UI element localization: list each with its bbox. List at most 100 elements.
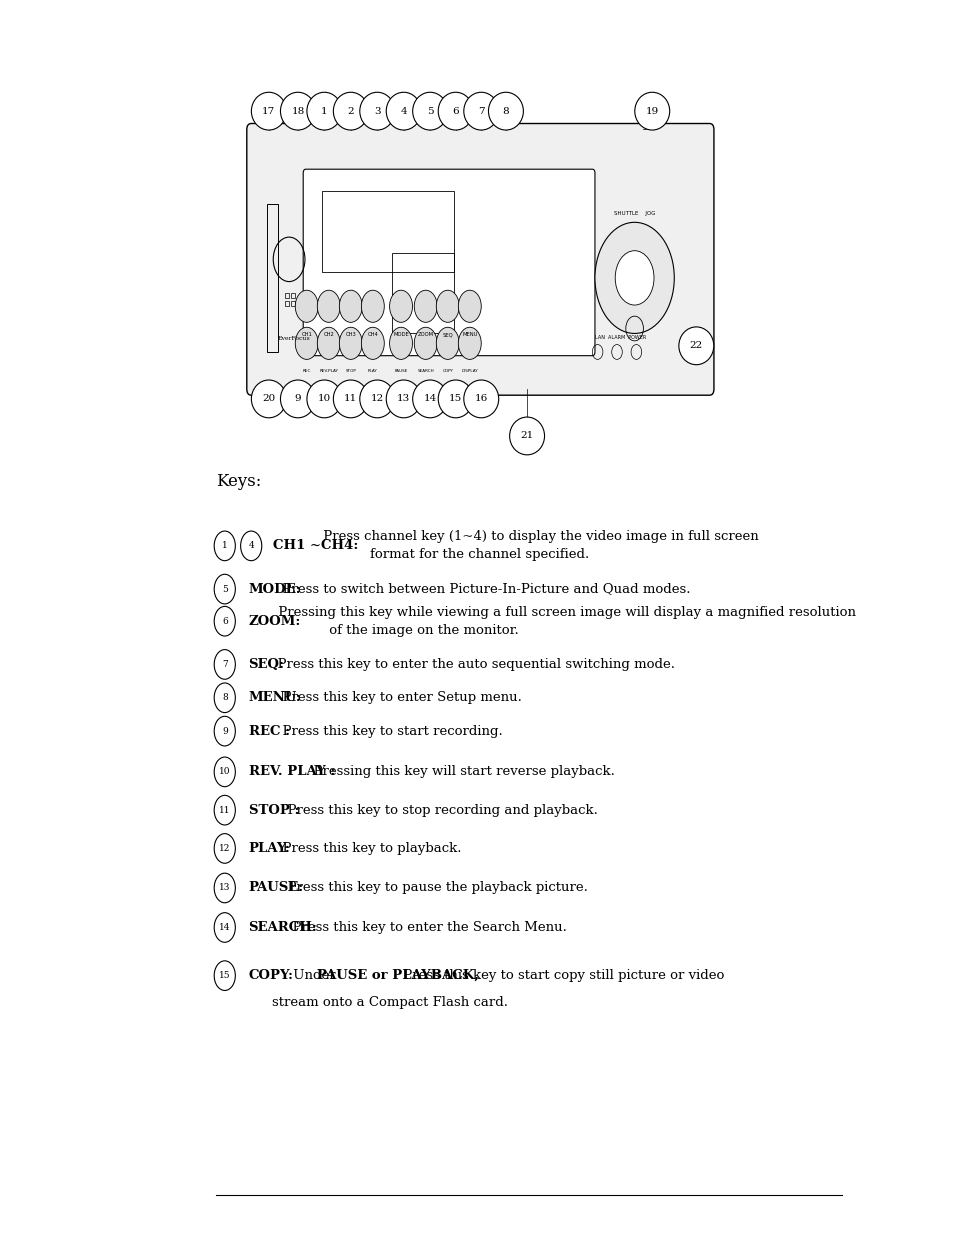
Ellipse shape	[359, 380, 395, 417]
Text: Press this key to pause the playback picture.: Press this key to pause the playback pic…	[279, 882, 587, 894]
Text: 10: 10	[317, 394, 331, 404]
Text: SEARCH: SEARCH	[417, 369, 434, 373]
Circle shape	[317, 290, 340, 322]
Text: Press this key to enter the Search Menu.: Press this key to enter the Search Menu.	[284, 921, 567, 934]
Text: 12: 12	[219, 844, 231, 853]
Bar	[284, 301, 289, 306]
Ellipse shape	[333, 380, 368, 417]
Text: Press this key to playback.: Press this key to playback.	[274, 842, 461, 855]
Text: 14: 14	[219, 923, 231, 932]
Circle shape	[615, 251, 654, 305]
Ellipse shape	[251, 380, 286, 417]
Bar	[392, 253, 454, 333]
Circle shape	[295, 290, 318, 322]
Circle shape	[317, 327, 340, 359]
Bar	[291, 293, 295, 298]
Circle shape	[361, 327, 384, 359]
Text: 4: 4	[400, 106, 407, 116]
Text: MODE: MODE	[393, 332, 409, 337]
Ellipse shape	[280, 380, 315, 417]
Text: SHUTTLE    JOG: SHUTTLE JOG	[613, 211, 655, 216]
Text: 11: 11	[219, 805, 231, 815]
Text: 6: 6	[222, 616, 228, 626]
Text: 20: 20	[262, 394, 275, 404]
Text: PLAY: PLAY	[368, 369, 377, 373]
Ellipse shape	[488, 93, 523, 130]
Text: 16: 16	[475, 394, 487, 404]
Text: 10: 10	[219, 767, 231, 777]
Text: Pressing this key will start reverse playback.: Pressing this key will start reverse pla…	[304, 766, 614, 778]
Text: ZOOM:: ZOOM:	[249, 615, 300, 627]
Text: MENU:: MENU:	[249, 692, 301, 704]
Text: PAUSE or PLAYBACK,: PAUSE or PLAYBACK,	[317, 969, 478, 982]
Text: 9: 9	[294, 394, 301, 404]
Text: Pressing this key while viewing a full screen image will display a magnified res: Pressing this key while viewing a full s…	[274, 605, 855, 637]
Text: 4: 4	[248, 541, 253, 551]
Circle shape	[457, 327, 480, 359]
Text: Keys:: Keys:	[215, 473, 261, 490]
Text: 7: 7	[222, 659, 228, 669]
Text: REC :: REC :	[249, 725, 290, 737]
Circle shape	[339, 290, 362, 322]
Ellipse shape	[386, 380, 420, 417]
Circle shape	[436, 290, 458, 322]
Circle shape	[595, 222, 674, 333]
Text: PAUSE: PAUSE	[394, 369, 407, 373]
Text: 18: 18	[291, 106, 304, 116]
Text: ZOOM: ZOOM	[417, 332, 434, 337]
Text: PLAY:: PLAY:	[249, 842, 290, 855]
Text: SEQ:: SEQ:	[249, 658, 284, 671]
Ellipse shape	[307, 380, 341, 417]
Text: 6: 6	[452, 106, 458, 116]
Ellipse shape	[437, 93, 473, 130]
Circle shape	[414, 290, 436, 322]
Text: CH2: CH2	[323, 332, 334, 337]
Text: CH1 ~CH4:: CH1 ~CH4:	[273, 540, 358, 552]
Text: MENU: MENU	[461, 332, 477, 337]
Ellipse shape	[679, 327, 713, 364]
Text: 5: 5	[222, 584, 228, 594]
Text: 14: 14	[423, 394, 436, 404]
Text: 22: 22	[689, 341, 702, 351]
Text: STOP: STOP	[345, 369, 355, 373]
Text: 21: 21	[520, 431, 533, 441]
Bar	[267, 204, 277, 352]
Ellipse shape	[413, 93, 447, 130]
Text: 1: 1	[222, 541, 228, 551]
Ellipse shape	[280, 93, 315, 130]
Ellipse shape	[463, 93, 498, 130]
Text: stream onto a Compact Flash card.: stream onto a Compact Flash card.	[272, 997, 508, 1009]
Text: REV.PLAY: REV.PLAY	[319, 369, 338, 373]
FancyBboxPatch shape	[247, 124, 713, 395]
Circle shape	[436, 327, 458, 359]
FancyBboxPatch shape	[303, 169, 595, 356]
Text: DISPLAY: DISPLAY	[461, 369, 477, 373]
Circle shape	[414, 327, 436, 359]
Text: 15: 15	[219, 971, 231, 981]
Circle shape	[389, 327, 412, 359]
Text: REV. PLAY :: REV. PLAY :	[249, 766, 335, 778]
Text: COPY:: COPY:	[249, 969, 294, 982]
Ellipse shape	[463, 380, 498, 417]
Text: LAN  ALARM  POWER: LAN ALARM POWER	[595, 335, 645, 340]
Ellipse shape	[634, 93, 669, 130]
Text: CH1: CH1	[301, 332, 312, 337]
Circle shape	[295, 327, 318, 359]
Bar	[291, 301, 295, 306]
Text: Press this key to start copy still picture or video: Press this key to start copy still pictu…	[399, 969, 724, 982]
Text: CH4: CH4	[367, 332, 378, 337]
Text: 5: 5	[426, 106, 433, 116]
Text: 7: 7	[477, 106, 484, 116]
Text: 11: 11	[344, 394, 357, 404]
Text: 12: 12	[370, 394, 383, 404]
Text: PAUSE:: PAUSE:	[249, 882, 303, 894]
Circle shape	[389, 290, 412, 322]
Ellipse shape	[251, 93, 286, 130]
Text: 13: 13	[396, 394, 410, 404]
Text: Press this key to enter the auto sequential switching mode.: Press this key to enter the auto sequent…	[269, 658, 675, 671]
Circle shape	[339, 327, 362, 359]
Text: STOP :: STOP :	[249, 804, 298, 816]
Text: SEQ: SEQ	[442, 332, 453, 337]
Text: 8: 8	[222, 693, 228, 703]
Bar	[321, 191, 454, 272]
